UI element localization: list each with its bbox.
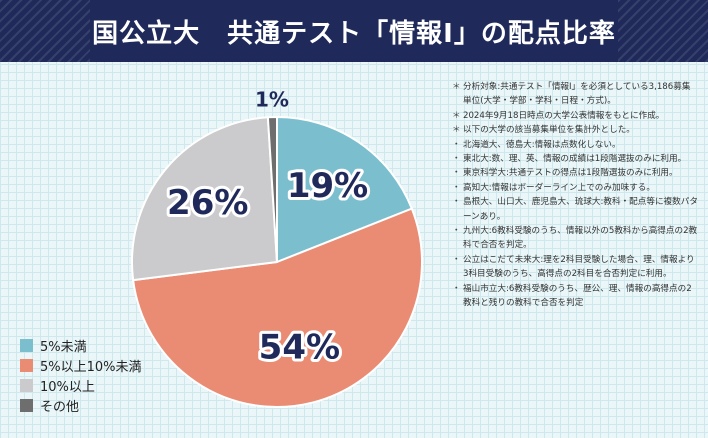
note-text: 以下の大学の該当募集単位を集計外とした。 <box>463 125 635 136</box>
note-item: ・東北大:数、理、英、情報の成績は1段階選抜のみに利用。 <box>452 152 698 166</box>
chart-legend: 5%未満 5%以上10%未満 10%以上その他 <box>20 335 142 415</box>
note-item: ・公立はこだて未来大:理を2科目受験した場合、理、情報より3科目受験のうち、高得… <box>452 253 698 282</box>
pie-label-over-10: 26% <box>167 183 248 223</box>
note-mark: ・ <box>452 154 461 165</box>
pie-label-under-5: 19% <box>287 166 368 206</box>
chart-title: 国公立大 共通テスト「情報Ⅰ」の配点比率 <box>92 18 616 49</box>
note-item: ・福山市立大:6教科受験のうち、歴公、理、情報の高得点の2教科と残りの教科で合否… <box>452 282 698 311</box>
legend-swatch <box>20 398 33 412</box>
note-item: ・高知大:情報はボーダーライン上でのみ加味する。 <box>452 181 698 195</box>
pie-slice-other <box>266 115 278 263</box>
note-text: 九州大:6教科受験のうち、情報以外の5教科から高得点の2教科で合否を判定。 <box>463 226 698 251</box>
legend-swatch <box>20 378 33 392</box>
note-item: ・島根大、山口大、鹿児島大、琉球大:教科・配点等に複数パターンあり。 <box>452 195 698 224</box>
note-mark: ＊ <box>452 125 461 136</box>
pie-slice-over-10 <box>131 116 279 282</box>
note-item: ・九州大:6教科受験のうち、情報以外の5教科から高得点の2教科で合否を判定。 <box>452 224 698 253</box>
notes-list: ＊分析対象:共通テスト「情報Ⅰ」を必須としている3,186募集単位(大学・学部・… <box>452 80 698 311</box>
note-mark: ・ <box>452 226 461 237</box>
note-text: 分析対象:共通テスト「情報Ⅰ」を必須としている3,186募集単位(大学・学部・学… <box>463 82 691 107</box>
pie-slice-5-to-10 <box>132 207 423 408</box>
legend-item-other: その他 <box>20 395 142 415</box>
legend-label: 5%以上10%未満 <box>40 359 142 375</box>
note-item: ＊以下の大学の該当募集単位を集計外とした。 <box>452 123 698 137</box>
note-mark: ・ <box>452 182 461 193</box>
note-text: 東北大:数、理、英、情報の成績は1段階選抜のみに利用。 <box>463 154 687 165</box>
legend-item-5-to-10: 5%以上10%未満 <box>20 355 142 375</box>
legend-label: 10%以上 <box>40 379 95 395</box>
note-text: 北海道大、徳島大:情報は点数化しない。 <box>463 139 621 150</box>
note-text: 公立はこだて未来大:理を2科目受験した場合、理、情報より3科目受験のうち、高得点… <box>463 254 695 280</box>
note-text: 高知大:情報はボーダーライン上でのみ加味する。 <box>463 182 655 193</box>
legend-label: その他 <box>40 399 80 415</box>
note-item: ＊分析対象:共通テスト「情報Ⅰ」を必須としている3,186募集単位(大学・学部・… <box>452 80 698 109</box>
header-banner: 国公立大 共通テスト「情報Ⅰ」の配点比率 <box>0 0 708 62</box>
note-text: 2024年9月18日時点の大学公表情報をもとに作成。 <box>463 110 665 121</box>
note-mark: ＊ <box>452 82 461 92</box>
note-mark: ・ <box>452 168 461 179</box>
pie-slice-under-5 <box>276 115 414 264</box>
legend-swatch <box>20 358 33 372</box>
note-mark: ・ <box>452 283 461 294</box>
header-stripe-decoration-right <box>618 0 708 62</box>
note-mark: ・ <box>452 254 461 265</box>
note-text: 福山市立大:6教科受験のうち、歴公、理、情報の高得点の2教科と残りの教科で合否を… <box>463 283 692 309</box>
header-stripe-decoration-left <box>0 0 90 62</box>
legend-item-over-10: 10%以上 <box>20 375 142 395</box>
note-text: 東京科学大:共通テストの得点は1段階選抜のみに利用。 <box>463 168 678 179</box>
pie-label-5-to-10: 54% <box>259 328 340 368</box>
pie-label-other: 1% <box>255 88 289 112</box>
legend-swatch <box>20 338 33 352</box>
note-mark: ・ <box>452 139 461 150</box>
note-item: ・北海道大、徳島大:情報は点数化しない。 <box>452 138 698 152</box>
note-text: 島根大、山口大、鹿児島大、琉球大:教科・配点等に複数パターンあり。 <box>463 197 698 222</box>
legend-label: 5%未満 <box>40 339 87 355</box>
note-item: ・東京科学大:共通テストの得点は1段階選抜のみに利用。 <box>452 166 698 180</box>
note-item: ＊ 2024年9月18日時点の大学公表情報をもとに作成。 <box>452 109 698 123</box>
note-mark: ・ <box>452 197 461 208</box>
note-mark: ＊ <box>452 110 461 121</box>
pie-chart: 19% 54% 26% 1% <box>131 88 423 408</box>
legend-item-under-5: 5%未満 <box>20 335 142 355</box>
